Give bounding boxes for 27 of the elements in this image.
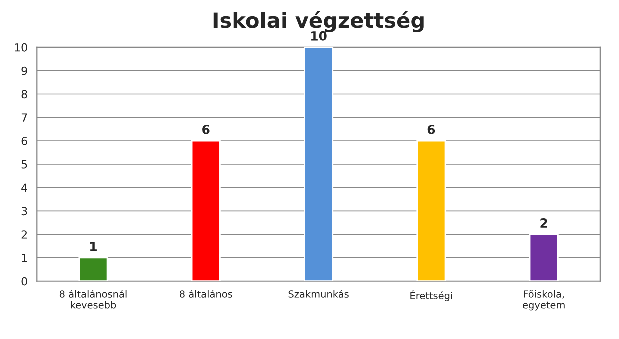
x-tick-label: Érettségi — [410, 290, 452, 302]
y-tick-label: 5 — [22, 160, 28, 169]
y-tick-label: 8 — [22, 90, 28, 99]
bar — [304, 47, 334, 282]
x-tick-label: 8 általánosnál kevesebb — [60, 290, 127, 309]
y-tick-label: 9 — [22, 66, 28, 76]
chart-title: Iskolai végzettség — [214, 11, 424, 33]
y-tick-label: 6 — [22, 137, 28, 146]
bar — [416, 140, 446, 282]
y-tick-label: 1 — [22, 254, 28, 262]
y-tick-label: 10 — [15, 43, 28, 52]
x-tick-label: 8 általános — [180, 290, 232, 298]
x-tick-label: Szakmunkás — [288, 290, 349, 298]
x-tick-label: Fõiskola, egyetem — [523, 290, 565, 311]
data-label: 10 — [312, 31, 327, 41]
y-tick-label: 4 — [22, 184, 28, 192]
y-tick-label: 0 — [22, 277, 28, 286]
data-label: 1 — [90, 242, 97, 252]
y-tick-label: 7 — [22, 114, 28, 122]
data-label: 6 — [428, 124, 436, 134]
y-tick-label: 2 — [22, 230, 27, 239]
bar — [191, 140, 221, 282]
bar — [78, 257, 108, 282]
y-tick-label: 3 — [22, 207, 28, 216]
bar — [529, 234, 559, 282]
data-label: 2 — [540, 218, 548, 228]
data-label: 6 — [202, 124, 210, 134]
